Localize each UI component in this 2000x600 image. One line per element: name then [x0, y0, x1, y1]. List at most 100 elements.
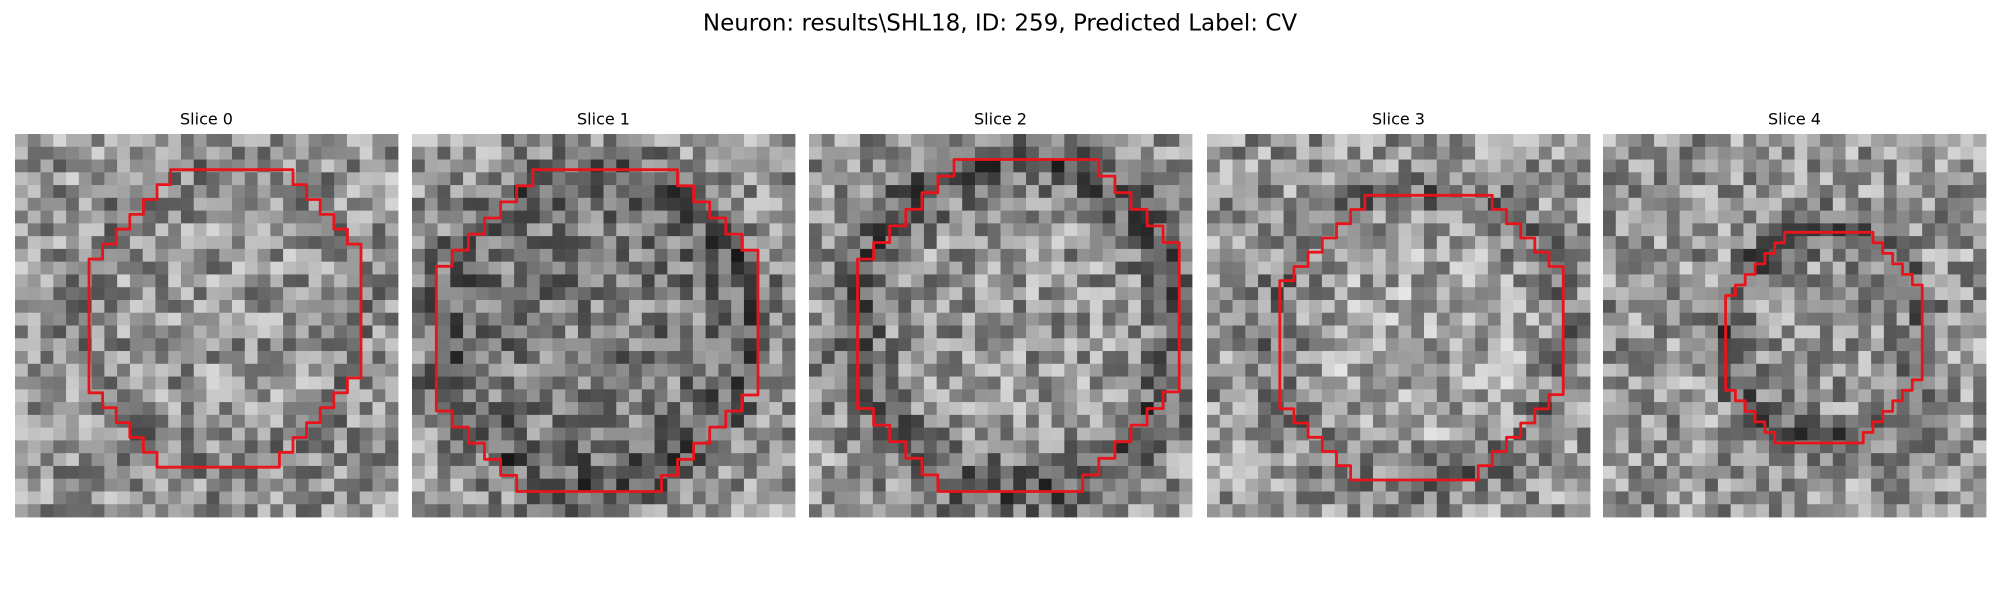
pixel — [1398, 299, 1412, 314]
pixel — [450, 389, 464, 403]
pixel — [629, 363, 643, 377]
pixel — [1807, 210, 1821, 224]
pixel — [321, 414, 335, 429]
pixel — [168, 414, 182, 429]
pixel — [1487, 504, 1502, 518]
pixel — [437, 478, 451, 492]
pixel — [1411, 134, 1425, 148]
pixel — [1871, 312, 1885, 326]
pixel — [1385, 363, 1399, 377]
pixel — [987, 338, 1001, 352]
pixel — [308, 172, 322, 186]
pixel — [437, 363, 451, 377]
pixel — [1051, 172, 1065, 186]
pixel — [603, 236, 617, 250]
pixel — [987, 223, 1001, 237]
pixel — [1781, 197, 1795, 211]
pixel — [1896, 185, 1910, 199]
pixel — [321, 197, 335, 211]
pixel — [450, 197, 464, 211]
pixel — [475, 414, 489, 429]
pixel — [437, 261, 451, 275]
pixel — [142, 159, 156, 173]
pixel — [616, 376, 630, 390]
pixel — [782, 172, 796, 186]
pixel — [1026, 453, 1040, 467]
pixel — [923, 504, 938, 518]
pixel — [1153, 274, 1167, 288]
pixel — [501, 414, 515, 429]
pixel — [1064, 223, 1078, 237]
pixel — [1960, 248, 1974, 263]
pixel — [1296, 223, 1310, 237]
pixel — [641, 236, 655, 250]
pixel — [346, 185, 361, 199]
pixel — [1679, 210, 1693, 224]
pixel — [206, 312, 220, 326]
pixel — [1411, 197, 1425, 211]
pixel — [437, 287, 451, 301]
pixel — [346, 376, 361, 390]
pixel — [1270, 172, 1284, 186]
pixel — [526, 274, 541, 288]
pixel — [1960, 389, 1974, 403]
pixel — [232, 210, 246, 224]
pixel — [1449, 402, 1463, 416]
pixel — [1115, 389, 1129, 403]
pixel — [1654, 389, 1668, 403]
pixel — [1000, 363, 1014, 377]
pixel — [1270, 440, 1284, 454]
pixel — [257, 261, 271, 275]
pixel — [1564, 491, 1578, 505]
pixel — [1115, 287, 1129, 301]
pixel — [936, 389, 950, 403]
pixel — [667, 351, 681, 365]
pixel — [769, 172, 783, 186]
pixel — [1692, 325, 1706, 339]
pixel — [1934, 312, 1949, 326]
pixel — [1679, 478, 1693, 492]
pixel — [1794, 414, 1808, 429]
pixel — [463, 146, 477, 160]
pixel — [295, 248, 310, 263]
pixel — [1564, 172, 1578, 186]
pixel — [629, 312, 643, 326]
pixel — [1705, 465, 1719, 480]
pixel — [142, 223, 156, 237]
pixel — [872, 134, 886, 148]
pixel — [1296, 338, 1310, 352]
pixel — [1153, 210, 1167, 224]
pixel — [1051, 274, 1065, 288]
pixel — [1232, 325, 1246, 339]
pixel — [1321, 363, 1336, 377]
pixel — [731, 299, 745, 314]
pixel — [743, 185, 758, 199]
pixel — [1245, 389, 1259, 403]
pixel — [1513, 172, 1527, 186]
pixel — [1794, 427, 1808, 441]
pixel — [1730, 465, 1744, 480]
pixel — [372, 453, 386, 467]
pixel — [1309, 427, 1323, 441]
pixel — [1526, 491, 1540, 505]
pixel — [1462, 210, 1476, 224]
pixel — [1115, 465, 1129, 480]
figure-title: Neuron: results\SHL18, ID: 259, Predicte… — [703, 11, 1298, 37]
pixel — [1245, 376, 1259, 390]
pixel — [1128, 491, 1142, 505]
pixel — [15, 312, 29, 326]
pixel — [193, 427, 207, 441]
pixel — [1385, 325, 1399, 339]
pixel — [1845, 287, 1859, 301]
pixel — [1603, 172, 1617, 186]
pixel — [1013, 491, 1027, 505]
pixel — [1500, 312, 1514, 326]
pixel — [1270, 299, 1284, 314]
pixel — [168, 299, 182, 314]
pixel — [898, 465, 912, 480]
pixel — [1372, 210, 1387, 224]
pixel — [40, 351, 54, 365]
pixel — [1641, 491, 1655, 505]
pixel — [501, 363, 515, 377]
pixel — [1807, 504, 1821, 518]
